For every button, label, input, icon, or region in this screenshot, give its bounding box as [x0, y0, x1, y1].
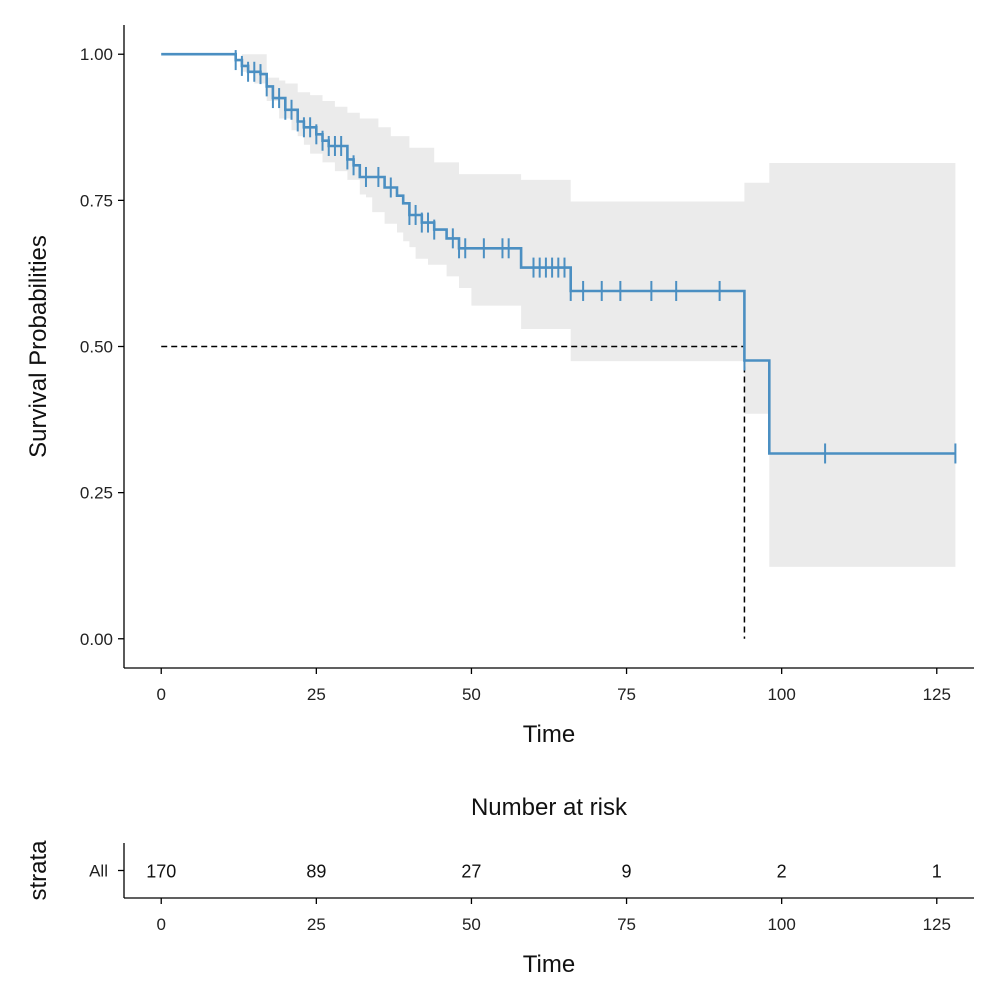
risk-table-panel: Number at risk strata All 170 89 27 9 2 1 0 25…: [25, 794, 974, 978]
median-survival-lines: [161, 345, 746, 639]
risk-strata-label: All: [89, 862, 108, 881]
risk-x-axis-title: Time: [523, 951, 575, 978]
risk-x-tick-label: 25: [307, 915, 326, 934]
x-tick-label: 75: [617, 685, 636, 704]
risk-count: 9: [622, 862, 632, 882]
y-tick-label: 1.00: [80, 45, 113, 64]
risk-x-ticks: 0 25 50 75 100 125: [156, 898, 951, 934]
risk-count: 1: [932, 862, 942, 882]
risk-table-title: Number at risk: [471, 794, 628, 821]
y-axis-title: Survival Probabilities: [25, 235, 52, 458]
main-y-ticks: 0.00 0.25 0.50 0.75 1.00: [80, 45, 124, 649]
y-tick-label: 0.50: [80, 338, 113, 357]
risk-table-y-title: strata: [25, 840, 52, 901]
risk-x-tick-label: 100: [767, 915, 795, 934]
risk-x-tick-label: 50: [462, 915, 481, 934]
y-tick-label: 0.25: [80, 484, 113, 503]
x-axis-title: Time: [523, 721, 575, 748]
risk-count: 89: [306, 862, 326, 882]
x-tick-label: 25: [307, 685, 326, 704]
confidence-interval-band: [161, 54, 956, 567]
x-tick-label: 50: [462, 685, 481, 704]
survival-plot-panel: 0.000.250.500.751.00 0 25 50 75 100 125 Time …: [25, 25, 974, 748]
risk-count: 170: [146, 862, 176, 882]
censor-marks: [234, 50, 957, 464]
risk-counts: 170 89 27 9 2 1: [146, 862, 942, 882]
y-tick-label: 0.75: [80, 191, 113, 210]
risk-x-tick-label: 125: [923, 915, 951, 934]
risk-x-tick-label: 0: [156, 915, 165, 934]
x-tick-label: 0: [156, 685, 165, 704]
risk-x-tick-label: 75: [617, 915, 636, 934]
x-tick-label: 100: [767, 685, 795, 704]
x-tick-label: 125: [923, 685, 951, 704]
risk-count: 2: [777, 862, 787, 882]
risk-count: 27: [461, 862, 481, 882]
y-tick-label: 0.00: [80, 630, 113, 649]
main-x-ticks: 0 25 50 75 100 125: [156, 668, 951, 704]
